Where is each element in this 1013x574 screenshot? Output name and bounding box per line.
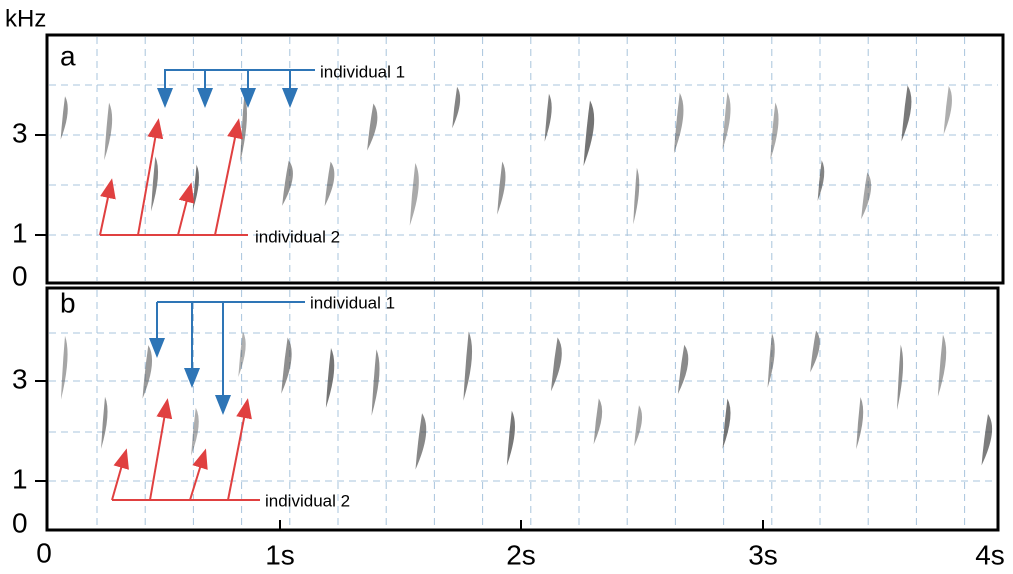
syllable (192, 164, 199, 211)
syllable (583, 100, 595, 167)
syllable (452, 86, 461, 129)
blue-arrows-a (157, 69, 315, 108)
panel-b-frame (45, 286, 1000, 532)
syllable (722, 398, 731, 449)
syllable (937, 334, 947, 397)
syllable (633, 167, 640, 225)
syllable (677, 344, 689, 394)
syllable (861, 172, 872, 220)
syllable (238, 331, 246, 377)
grid (49, 37, 998, 528)
syllable (673, 92, 684, 154)
syllable (142, 345, 153, 399)
y-axis-b: 3 1 0 (12, 363, 47, 538)
x-tick-label: 1s (265, 539, 295, 570)
annotation: individual 1 (310, 293, 395, 312)
syllable (282, 160, 293, 206)
syllable (634, 405, 643, 447)
spectrogram (60, 85, 993, 470)
syllable (897, 344, 904, 411)
syllable (551, 337, 562, 392)
red-arrows-a (99, 118, 248, 236)
syllable (150, 156, 159, 212)
syllable (817, 160, 825, 202)
syllable (281, 337, 292, 394)
syllable (101, 396, 108, 449)
syllable (415, 413, 427, 470)
syllable (544, 93, 552, 142)
syllable (497, 161, 506, 215)
y-tick-label: 3 (12, 363, 28, 394)
red-arrows-b (111, 398, 260, 501)
annotation: individual 1 (320, 62, 405, 81)
panel-label: a (60, 40, 76, 71)
panel-a-frame (45, 33, 1005, 285)
y-unit: kHz (5, 5, 46, 32)
panel-label: b (60, 287, 76, 318)
syllable (240, 93, 247, 163)
y-tick-label: 0 (12, 507, 28, 538)
syllable (506, 410, 515, 466)
x-tick-label: 3s (748, 539, 778, 570)
x-axis: 0 1s 2s 3s 4s (36, 520, 1005, 570)
syllable (767, 333, 775, 388)
syllable (325, 347, 335, 408)
y-tick-label: 3 (12, 117, 28, 148)
y-tick-label: 1 (12, 217, 28, 248)
syllable (856, 397, 864, 450)
annotation: individual 2 (255, 227, 340, 246)
y-tick-label: 1 (12, 463, 28, 494)
syllable (324, 161, 335, 207)
y-tick-label: 0 (12, 260, 28, 291)
syllable (191, 407, 199, 456)
syllable (943, 86, 952, 135)
syllable (593, 398, 603, 445)
syllable (60, 335, 68, 400)
y-axis-a: 3 1 0 (12, 117, 47, 291)
syllable (901, 85, 912, 142)
syllable (371, 349, 380, 416)
blue-arrows-b (149, 301, 305, 415)
syllable (104, 102, 113, 161)
x-tick-label: 2s (506, 539, 536, 570)
syllable (722, 92, 731, 150)
annotation: individual 2 (265, 491, 350, 510)
syllable (981, 413, 993, 466)
x-tick-label: 4s (975, 539, 1005, 570)
syllable (60, 96, 68, 140)
syllable (463, 331, 473, 401)
syllable (367, 103, 378, 151)
syllable (409, 163, 419, 226)
syllable (770, 102, 779, 161)
x-tick-label: 0 (36, 537, 52, 568)
syllable (810, 330, 820, 373)
